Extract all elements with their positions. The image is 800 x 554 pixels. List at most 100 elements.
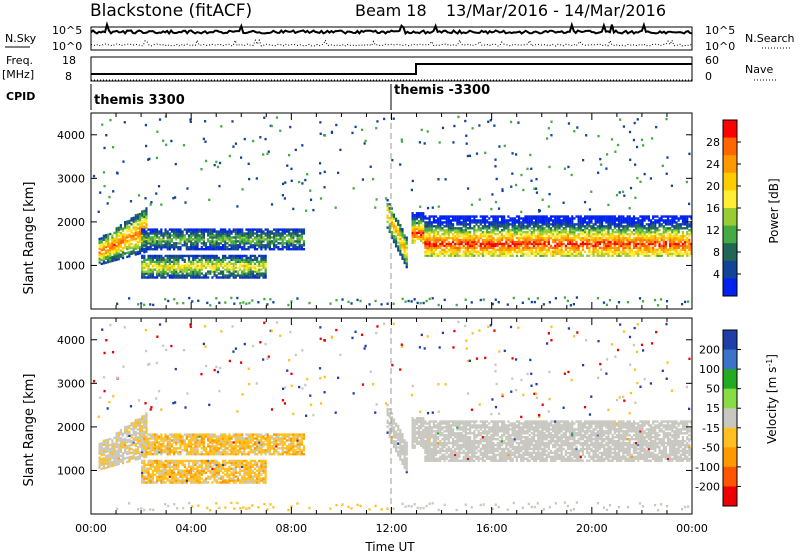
echo-cell: [149, 268, 152, 271]
echo-cell: [662, 219, 665, 222]
echo-cell: [253, 236, 257, 239]
echo-cell: [117, 232, 120, 235]
echo-cell: [243, 270, 246, 273]
echo-cell: [624, 244, 627, 248]
echo-cell: [121, 237, 125, 240]
echo-cell: [294, 248, 297, 251]
echo-cell: [170, 266, 174, 269]
echo-cell: [530, 232, 533, 236]
echo-cell: [145, 453, 148, 456]
echo-cell: [511, 248, 514, 252]
echo-cell: [441, 232, 444, 236]
echo-cell: [143, 244, 146, 247]
echo-cell: [241, 274, 244, 277]
echo-cell: [277, 246, 280, 249]
echo-cell: [126, 230, 129, 233]
echo-cell: [577, 217, 580, 220]
echo-cell: [602, 301, 606, 304]
echo-cell: [144, 123, 148, 127]
echo-cell: [175, 270, 178, 273]
echo-cell: [490, 244, 493, 248]
echo-cell: [128, 241, 131, 244]
echo-cell: [175, 246, 178, 249]
echo-cell: [134, 245, 137, 248]
echo-cell: [417, 231, 421, 235]
echo-cell: [200, 256, 203, 260]
echo-cell: [573, 217, 576, 220]
echo-cell: [434, 248, 438, 252]
echo-cell: [658, 234, 661, 238]
echo-cell: [179, 441, 182, 444]
echo-cell: [490, 246, 493, 250]
echo-cell: [666, 248, 670, 252]
echo-cell: [100, 451, 103, 455]
echo-cell: [624, 219, 627, 222]
echo-cell: [164, 433, 167, 436]
echo-cell: [673, 236, 676, 240]
echo-cell: [190, 238, 193, 241]
echo-cell: [253, 274, 257, 277]
echo-cell: [490, 240, 493, 244]
echo-cell: [170, 240, 174, 243]
echo-cell: [147, 256, 150, 260]
echo-cell: [145, 236, 148, 239]
echo-cell: [415, 215, 418, 219]
echo-cell: [119, 235, 122, 239]
echo-cell: [183, 266, 186, 269]
echo-cell: [268, 240, 271, 243]
echo-cell: [554, 236, 557, 240]
echo-cell: [562, 252, 565, 255]
echo-cell: [153, 441, 157, 444]
echo-cell: [470, 301, 473, 304]
echo-cell: [196, 270, 199, 273]
echo-cell: [423, 142, 426, 145]
echo-cell: [251, 274, 254, 277]
echo-cell: [488, 236, 491, 240]
echo-cell: [141, 421, 144, 424]
echo-cell: [635, 238, 638, 242]
echo-cell: [175, 234, 178, 237]
echo-cell: [639, 252, 642, 255]
echo-cell: [177, 439, 180, 442]
echo-cell: [260, 232, 263, 235]
echo-cell: [643, 215, 646, 218]
echo-cell: [111, 454, 114, 458]
echo-cell: [149, 453, 152, 456]
echo-cell: [198, 274, 201, 277]
echo-cell: [192, 264, 195, 267]
echo-cell: [234, 244, 237, 247]
echo-cell: [166, 268, 169, 271]
echo-cell: [649, 225, 653, 228]
echo-cell: [635, 252, 638, 255]
echo-cell: [221, 232, 225, 235]
echo-cell: [102, 459, 105, 462]
echo-cell: [401, 253, 404, 257]
echo-cell: [158, 232, 161, 235]
echo-cell: [308, 301, 311, 305]
echo-cell: [236, 260, 240, 264]
echo-cell: [488, 240, 491, 244]
echo-cell: [109, 461, 112, 464]
echo-cell: [628, 248, 631, 252]
echo-cell: [181, 272, 184, 275]
echo-cell: [428, 223, 431, 226]
echo-cell: [586, 236, 589, 240]
echo-cell: [183, 449, 186, 452]
echo-cell: [554, 221, 557, 224]
echo-cell: [596, 248, 599, 252]
echo-cell: [287, 232, 291, 235]
echo-cell: [168, 276, 171, 279]
echo-cell: [166, 256, 169, 260]
echo-cell: [100, 241, 103, 244]
echo-cell: [454, 234, 457, 238]
echo-cell: [213, 236, 216, 239]
echo-cell: [641, 252, 644, 255]
echo-cell: [515, 236, 519, 240]
echo-cell: [590, 229, 593, 232]
echo-cell: [194, 248, 197, 251]
echo-cell: [478, 198, 481, 201]
echo-cell: [267, 150, 270, 153]
echo-cell: [622, 125, 626, 128]
echo-cell: [258, 244, 261, 247]
